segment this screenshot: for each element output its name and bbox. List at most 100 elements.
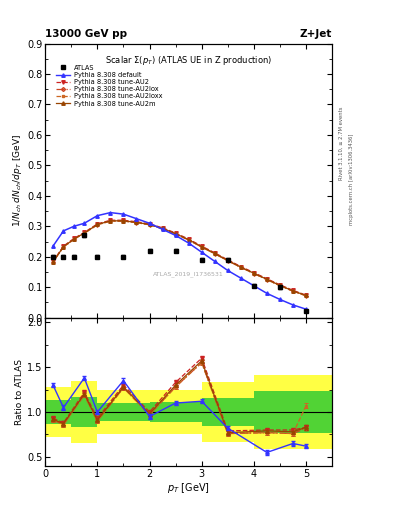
Pythia 8.308 tune-AU2m (186, 237, 191, 243)
Pythia 8.308 default (173, 232, 178, 239)
Pythia 8.308 tune-AU2loxx (121, 218, 126, 224)
Pythia 8.308 default (147, 220, 152, 226)
Pythia 8.308 tune-AU2 (277, 282, 282, 288)
Pythia 8.308 default (304, 306, 309, 312)
Pythia 8.308 tune-AU2m (108, 218, 113, 224)
Line: Pythia 8.308 tune-AU2lox: Pythia 8.308 tune-AU2lox (51, 220, 307, 297)
Pythia 8.308 tune-AU2m (82, 230, 87, 236)
Pythia 8.308 tune-AU2m (252, 270, 256, 276)
Line: Pythia 8.308 default: Pythia 8.308 default (51, 211, 308, 311)
Pythia 8.308 tune-AU2 (72, 236, 76, 242)
Pythia 8.308 tune-AU2 (147, 221, 152, 227)
Pythia 8.308 default (72, 223, 76, 229)
Pythia 8.308 tune-AU2lox (121, 218, 126, 224)
Pythia 8.308 tune-AU2m (121, 218, 126, 224)
Pythia 8.308 tune-AU2lox (173, 231, 178, 237)
Pythia 8.308 tune-AU2 (199, 243, 204, 249)
Pythia 8.308 tune-AU2 (239, 264, 243, 270)
Pythia 8.308 tune-AU2loxx (51, 259, 55, 265)
Pythia 8.308 default (239, 275, 243, 281)
Pythia 8.308 tune-AU2loxx (72, 237, 76, 243)
Bar (149, 390, 202, 435)
Pythia 8.308 tune-AU2 (160, 225, 165, 231)
Pythia 8.308 tune-AU2m (304, 292, 309, 298)
Pythia 8.308 tune-AU2 (212, 250, 217, 256)
Bar (254, 391, 332, 433)
Text: Z+Jet: Z+Jet (300, 29, 332, 39)
Pythia 8.308 tune-AU2 (304, 292, 309, 298)
Pythia 8.308 default (277, 296, 282, 303)
Pythia 8.308 tune-AU2loxx (173, 231, 178, 237)
Pythia 8.308 default (82, 220, 87, 226)
Pythia 8.308 tune-AU2lox (108, 218, 113, 224)
Pythia 8.308 tune-AU2lox (72, 237, 76, 243)
Y-axis label: Ratio to ATLAS: Ratio to ATLAS (15, 359, 24, 425)
Pythia 8.308 tune-AU2m (226, 258, 230, 264)
Pythia 8.308 tune-AU2lox (82, 230, 87, 237)
Line: Pythia 8.308 tune-AU2loxx: Pythia 8.308 tune-AU2loxx (51, 220, 307, 297)
Pythia 8.308 tune-AU2loxx (82, 230, 87, 237)
Pythia 8.308 default (121, 211, 126, 217)
Pythia 8.308 tune-AU2 (121, 217, 126, 223)
Bar (45, 387, 71, 437)
Pythia 8.308 default (134, 216, 139, 222)
Pythia 8.308 tune-AU2lox (147, 222, 152, 228)
Pythia 8.308 tune-AU2 (108, 217, 113, 223)
Text: 13000 GeV pp: 13000 GeV pp (45, 29, 127, 39)
Text: Rivet 3.1.10, ≥ 2.7M events: Rivet 3.1.10, ≥ 2.7M events (339, 106, 344, 180)
Pythia 8.308 tune-AU2loxx (239, 264, 243, 270)
Bar (149, 402, 202, 422)
Text: ATLAS_2019_I1736531: ATLAS_2019_I1736531 (153, 271, 224, 276)
Pythia 8.308 default (199, 249, 204, 255)
Pythia 8.308 tune-AU2m (61, 244, 66, 250)
Pythia 8.308 tune-AU2lox (304, 293, 309, 299)
Pythia 8.308 tune-AU2loxx (186, 237, 191, 243)
Pythia 8.308 default (95, 212, 100, 219)
Pythia 8.308 tune-AU2m (51, 259, 55, 265)
Bar (202, 382, 254, 442)
Pythia 8.308 tune-AU2loxx (147, 222, 152, 228)
Pythia 8.308 tune-AU2m (199, 244, 204, 250)
Pythia 8.308 default (226, 267, 230, 273)
X-axis label: $p_T$ [GeV]: $p_T$ [GeV] (167, 481, 210, 496)
Pythia 8.308 tune-AU2lox (186, 237, 191, 243)
Pythia 8.308 tune-AU2lox (226, 258, 230, 264)
Pythia 8.308 tune-AU2loxx (134, 220, 139, 226)
Bar (97, 403, 149, 421)
Pythia 8.308 tune-AU2 (134, 219, 139, 225)
Pythia 8.308 tune-AU2m (277, 282, 282, 288)
Line: Pythia 8.308 tune-AU2m: Pythia 8.308 tune-AU2m (51, 219, 308, 297)
Pythia 8.308 tune-AU2m (212, 250, 217, 257)
Pythia 8.308 tune-AU2loxx (95, 222, 100, 228)
Pythia 8.308 tune-AU2m (95, 221, 100, 227)
Y-axis label: $1/N_{ch}\,dN_{ch}/dp_T$ [GeV]: $1/N_{ch}\,dN_{ch}/dp_T$ [GeV] (11, 134, 24, 227)
Pythia 8.308 tune-AU2loxx (252, 270, 256, 276)
Pythia 8.308 tune-AU2 (95, 221, 100, 227)
Pythia 8.308 tune-AU2lox (61, 244, 66, 250)
Bar (45, 400, 71, 424)
Pythia 8.308 tune-AU2m (160, 225, 165, 231)
Pythia 8.308 tune-AU2 (173, 230, 178, 236)
Pythia 8.308 default (61, 228, 66, 234)
Pythia 8.308 default (290, 302, 295, 308)
Pythia 8.308 tune-AU2m (239, 264, 243, 270)
Pythia 8.308 tune-AU2lox (277, 283, 282, 289)
Pythia 8.308 tune-AU2 (82, 229, 87, 236)
Text: mcplots.cern.ch [arXiv:1306.3436]: mcplots.cern.ch [arXiv:1306.3436] (349, 134, 354, 225)
Pythia 8.308 tune-AU2 (290, 287, 295, 293)
Pythia 8.308 tune-AU2loxx (160, 226, 165, 232)
Pythia 8.308 tune-AU2loxx (290, 288, 295, 294)
Pythia 8.308 tune-AU2lox (51, 259, 55, 265)
Pythia 8.308 tune-AU2loxx (304, 293, 309, 299)
Bar (71, 397, 97, 428)
Pythia 8.308 default (51, 243, 55, 249)
Pythia 8.308 default (186, 240, 191, 246)
Bar (97, 391, 149, 434)
Pythia 8.308 tune-AU2loxx (108, 218, 113, 224)
Pythia 8.308 tune-AU2lox (252, 270, 256, 276)
Pythia 8.308 tune-AU2lox (239, 264, 243, 270)
Legend: ATLAS, Pythia 8.308 default, Pythia 8.308 tune-AU2, Pythia 8.308 tune-AU2lox, Py: ATLAS, Pythia 8.308 default, Pythia 8.30… (54, 63, 163, 108)
Pythia 8.308 default (160, 226, 165, 232)
Bar (202, 398, 254, 426)
Pythia 8.308 tune-AU2 (186, 236, 191, 242)
